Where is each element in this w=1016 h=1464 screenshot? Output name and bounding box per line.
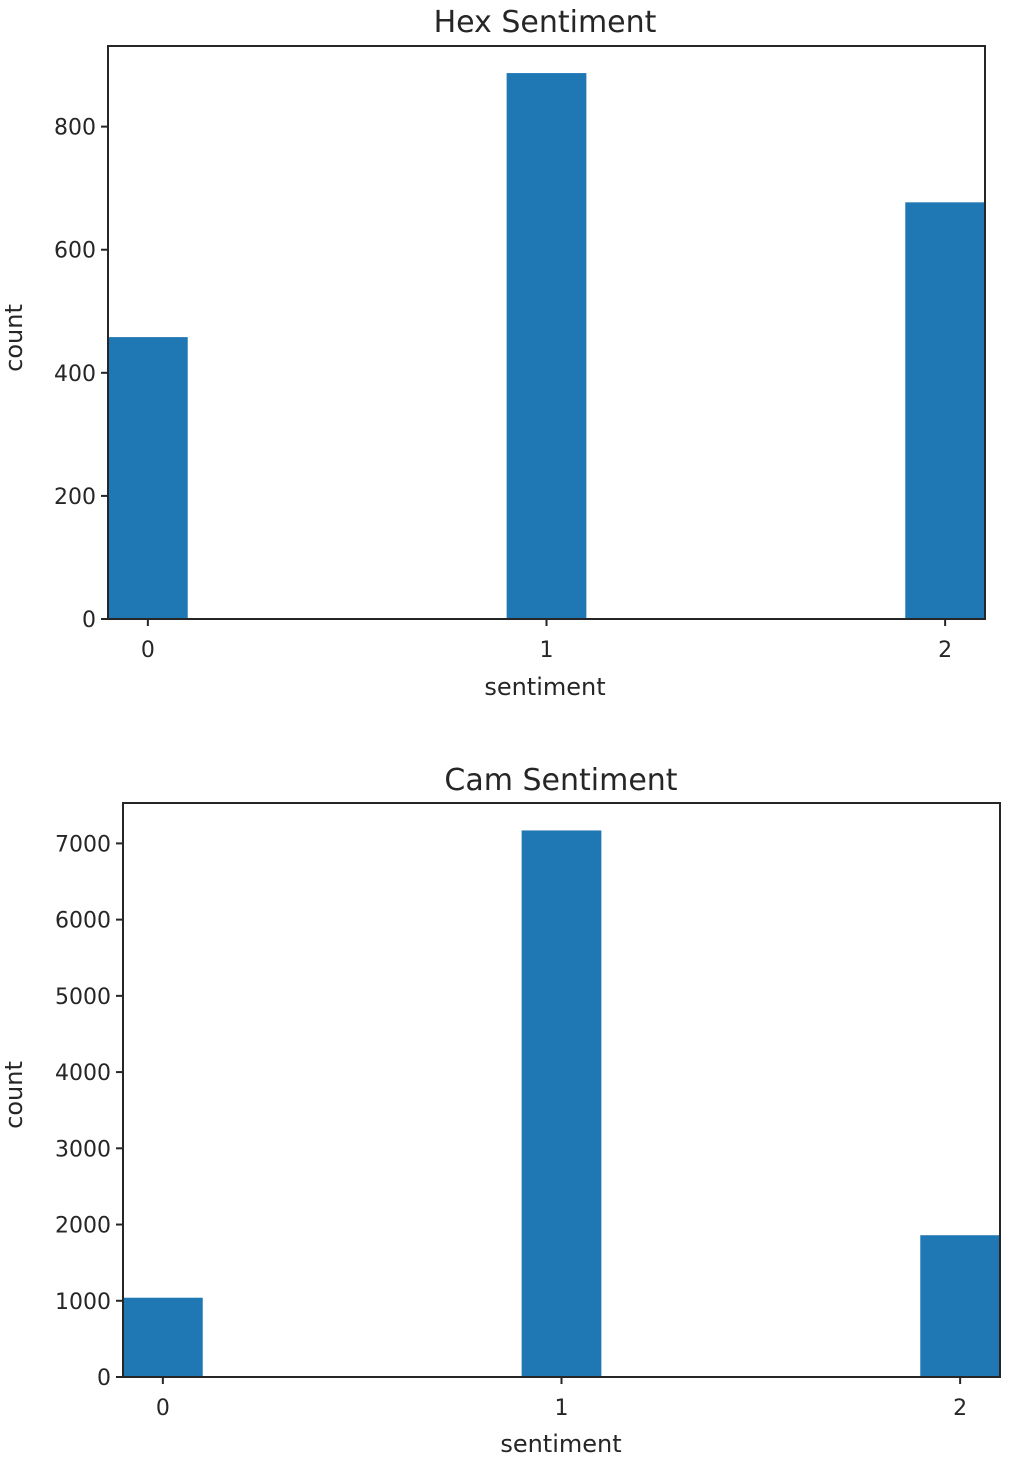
y-tick-label: 6000 [55,909,111,934]
y-tick-label: 2000 [55,1214,111,1239]
y-tick-label: 400 [54,362,96,387]
x-axis-ticks: 0 1 2 [156,1377,967,1421]
y-tick-label: 200 [54,485,96,510]
bars-group [108,73,985,619]
bar-1 [506,73,587,619]
y-tick-label: 3000 [55,1137,111,1162]
x-tick-label: 0 [141,638,155,663]
x-tick-label: 2 [953,1396,967,1421]
y-axis-ticks: 0 200 400 600 800 [54,116,108,633]
x-axis-label: sentiment [500,1430,621,1458]
x-tick-label: 1 [555,1396,569,1421]
y-tick-label: 1000 [55,1290,111,1315]
cam-sentiment-chart: Cam Sentiment 0 1000 2000 3000 4000 5000 6000 7… [0,763,1001,1458]
bar-0 [123,1297,203,1377]
bar-2 [905,202,985,619]
x-axis-label: sentiment [484,673,605,701]
x-tick-label: 0 [156,1396,170,1421]
y-tick-label: 0 [97,1366,111,1391]
y-tick-label: 800 [54,116,96,141]
bar-1 [521,830,602,1377]
y-tick-label: 4000 [55,1061,111,1086]
chart-title: Cam Sentiment [444,763,677,798]
x-axis-ticks: 0 1 2 [141,619,952,663]
y-tick-label: 0 [82,608,96,633]
y-tick-label: 5000 [55,985,111,1010]
chart-title: Hex Sentiment [434,5,657,40]
y-axis-label: count [0,304,28,372]
bar-0 [108,337,188,619]
x-tick-label: 2 [938,638,952,663]
bars-group [123,830,1000,1377]
y-axis-label: count [0,1061,28,1129]
x-tick-label: 1 [540,638,554,663]
hex-sentiment-chart: Hex Sentiment 0 200 400 600 800 0 1 2 sentimen… [0,5,986,701]
y-tick-label: 7000 [55,832,111,857]
bar-2 [920,1235,1000,1377]
y-axis-ticks: 0 1000 2000 3000 4000 5000 6000 7000 [55,832,123,1391]
y-tick-label: 600 [54,239,96,264]
